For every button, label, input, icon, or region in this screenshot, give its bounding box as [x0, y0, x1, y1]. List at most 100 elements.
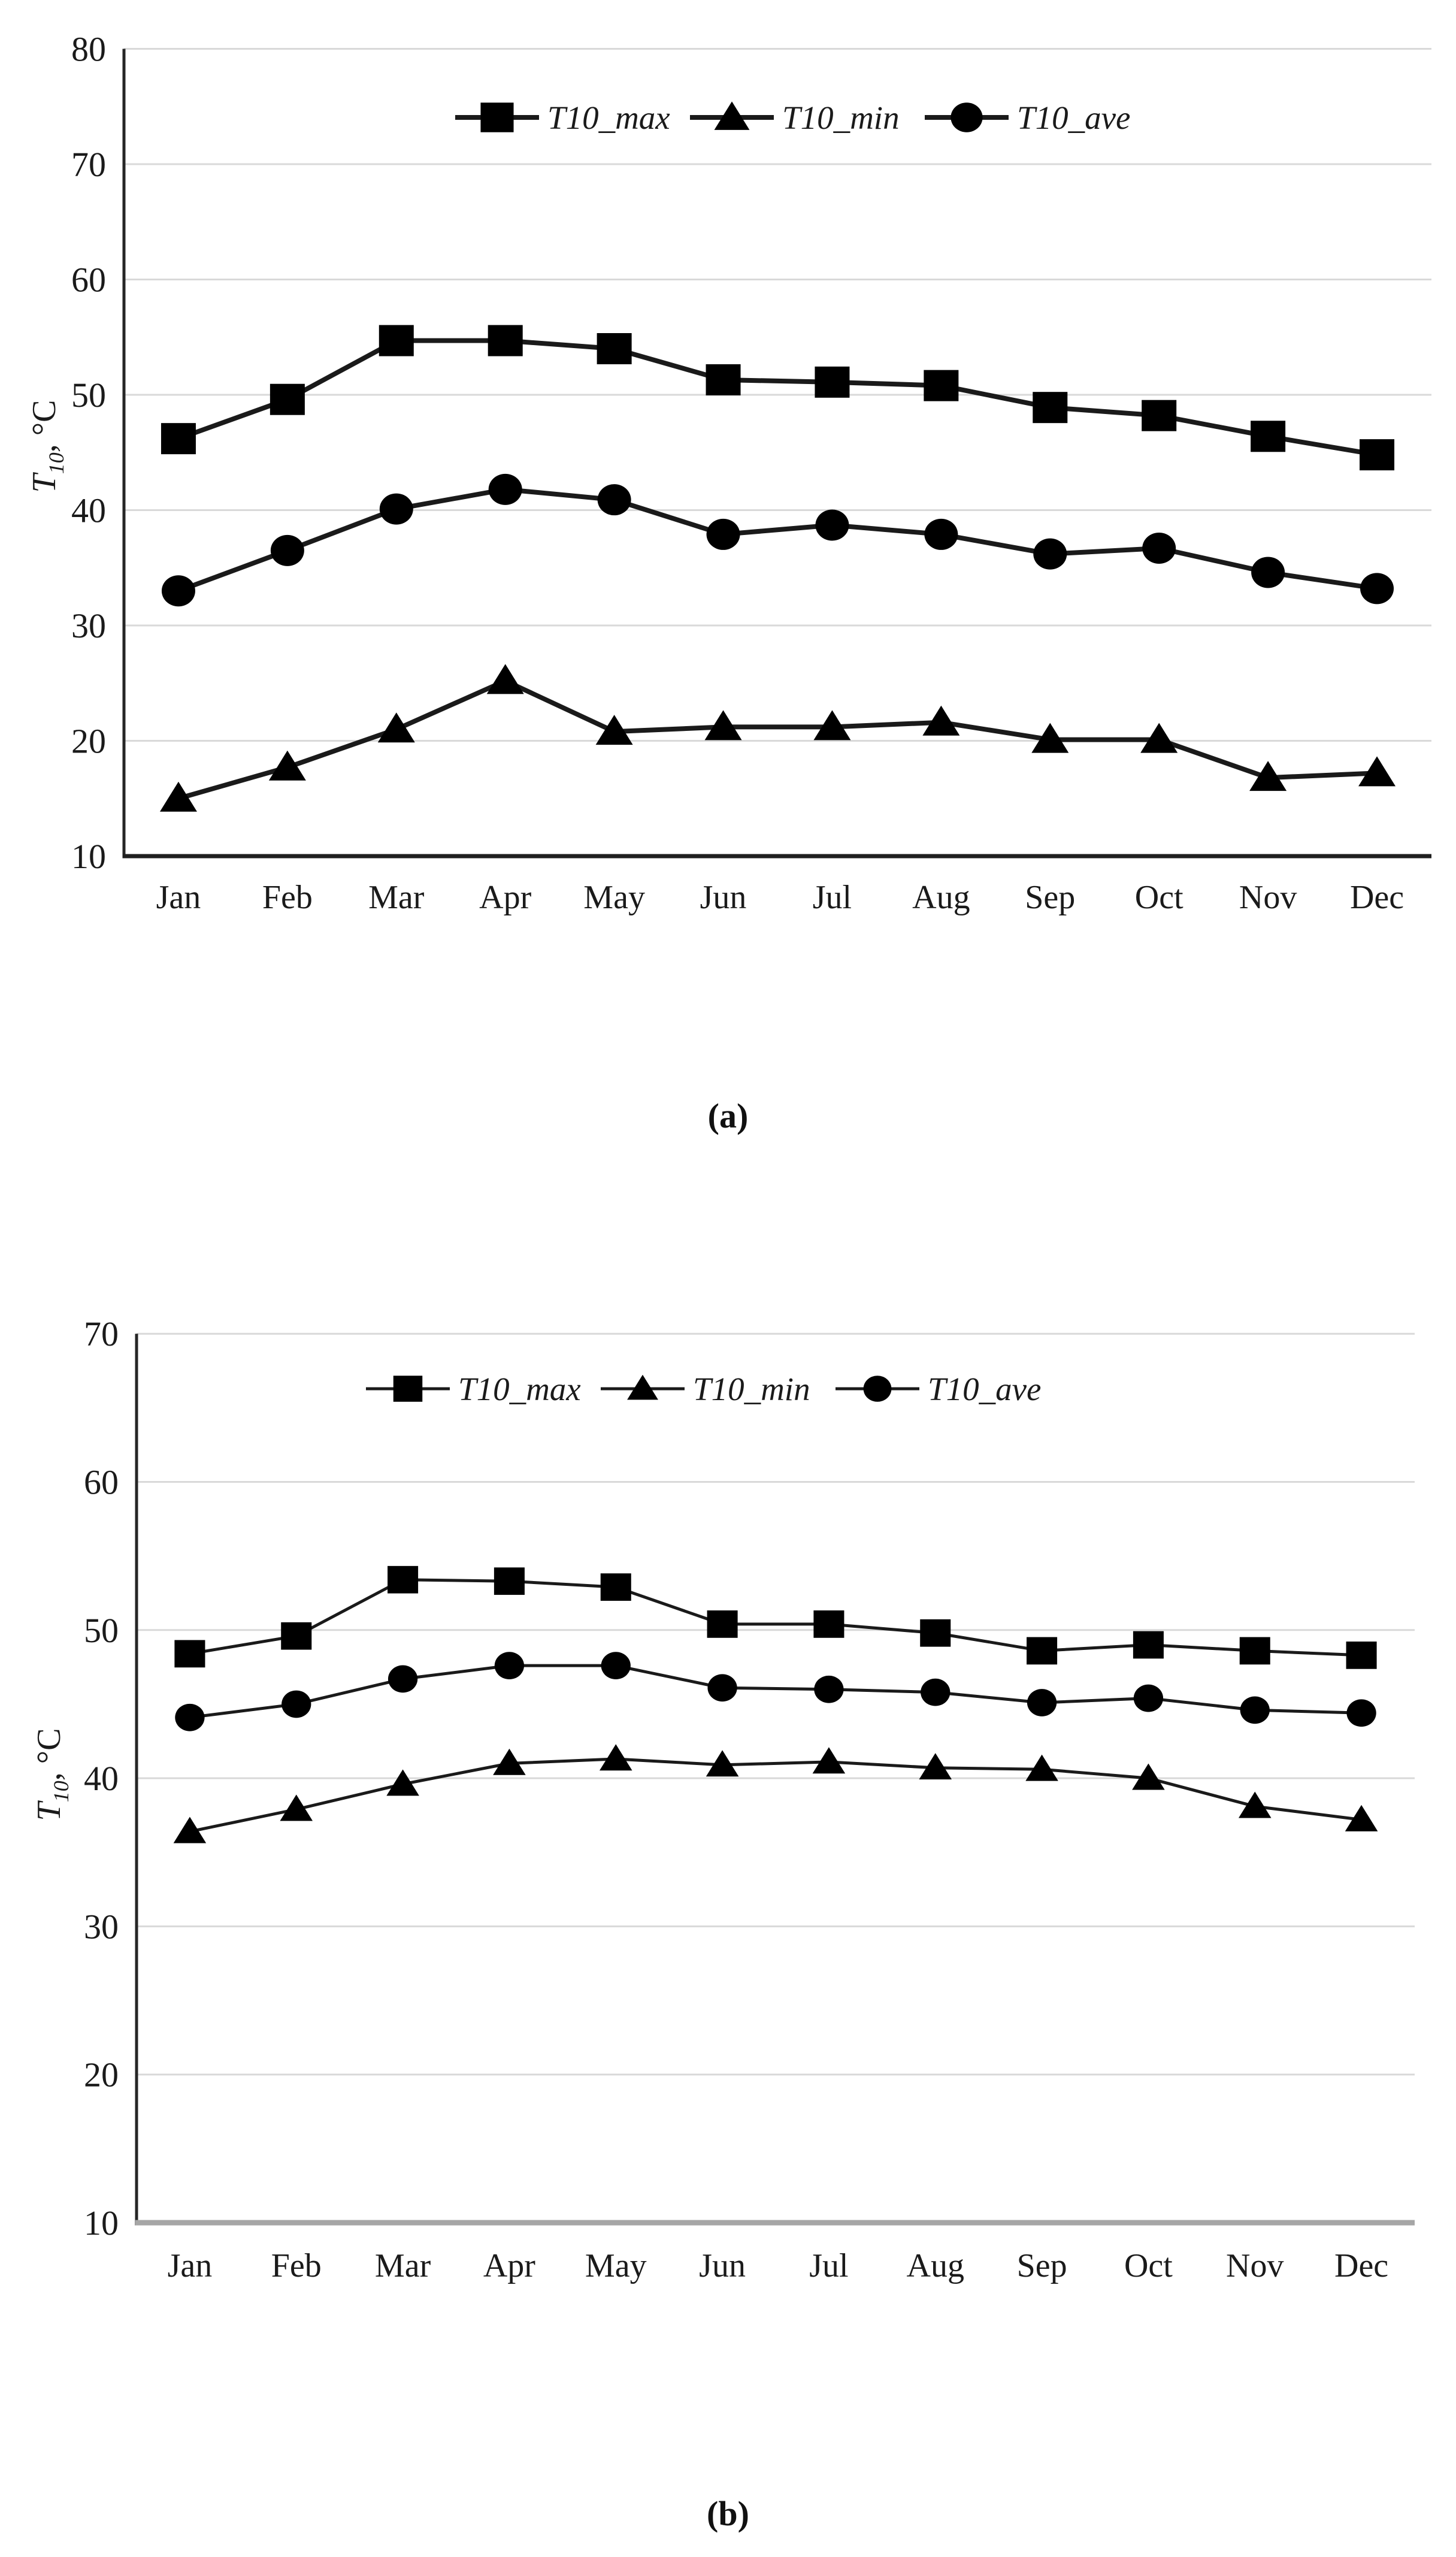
triangle-marker-T10_min-jun	[706, 1750, 739, 1777]
x-tick-label-feb: Feb	[262, 879, 313, 916]
triangle-marker-T10_min-sep	[1031, 723, 1069, 753]
triangle-marker-T10_min-feb	[268, 750, 306, 781]
x-tick-label-dec: Dec	[1350, 879, 1404, 916]
x-tick-label-jan: Jan	[156, 879, 201, 916]
series-line-T10_max	[189, 1578, 1362, 1657]
series-T10_min	[159, 664, 1396, 812]
square-marker-T10_max-feb	[281, 1622, 312, 1650]
triangle-marker-T10_min-jan	[159, 781, 197, 812]
triangle-marker-T10_min-dec	[1345, 1805, 1378, 1831]
triangle-marker-T10_min-nov	[1238, 1791, 1272, 1818]
legend-label-T10_max: T10_max	[458, 1371, 581, 1407]
y-tick-label-30: 30	[71, 606, 106, 645]
chart-b-monthly-temperature-line-chart: 10 20 30 40 50 60 70 Jan Feb Mar Apr May Jun Jul Aug Se…	[31, 1314, 1415, 2284]
circle-marker-T10_ave-may	[601, 1652, 631, 1680]
square-marker-T10_max-aug	[920, 1619, 951, 1647]
triangle-marker-T10_min-mar	[386, 1769, 419, 1796]
y-tick-label-10: 10	[71, 837, 106, 876]
y-tick-label-40: 40	[71, 491, 106, 530]
square-marker-T10_max-aug	[924, 370, 959, 401]
legend-square-icon	[480, 102, 514, 132]
x-tick-label-oct: Oct	[1124, 2247, 1173, 2284]
x-tick-label-aug: Aug	[912, 879, 970, 916]
triangle-marker-T10_min-jan	[173, 1817, 207, 1843]
square-marker-T10_max-jan	[161, 423, 196, 455]
legend-item-T10_min: T10_min	[690, 99, 900, 136]
legend-triangle-icon	[714, 101, 750, 130]
legend-circle-icon	[951, 102, 983, 132]
circle-marker-T10_ave-jun	[706, 518, 740, 550]
legend-item-T10_ave: T10_ave	[836, 1371, 1041, 1407]
circle-marker-T10_ave-aug	[921, 1678, 951, 1706]
square-marker-T10_max-nov	[1239, 1637, 1270, 1665]
circle-marker-T10_ave-sep	[1027, 1689, 1057, 1716]
x-tick-label-nov: Nov	[1226, 2247, 1284, 2284]
square-marker-T10_max-mar	[388, 1565, 419, 1594]
circle-marker-T10_ave-dec	[1360, 573, 1394, 605]
x-tick-label-jun: Jun	[699, 2247, 746, 2284]
x-tick-label-feb: Feb	[271, 2247, 322, 2284]
x-tick-label-nov: Nov	[1239, 879, 1297, 916]
legend: T10_max T10_min T10_ave	[366, 1371, 1041, 1407]
circle-marker-T10_ave-jul	[814, 1675, 844, 1703]
legend-item-T10_max: T10_max	[366, 1371, 581, 1407]
x-tick-label-jul: Jul	[809, 2247, 848, 2284]
x-tick-label-aug: Aug	[907, 2247, 964, 2284]
y-tick-label-40: 40	[84, 1759, 119, 1798]
legend-label-T10_ave: T10_ave	[1017, 99, 1130, 136]
circle-marker-T10_ave-feb	[270, 534, 304, 566]
square-marker-T10_max-feb	[270, 383, 305, 415]
legend-label-T10_min: T10_min	[782, 99, 900, 136]
legend-square-icon	[393, 1376, 423, 1402]
x-tick-label-oct: Oct	[1135, 879, 1183, 916]
y-tick-label-50: 50	[71, 376, 106, 415]
square-marker-T10_max-mar	[379, 325, 414, 356]
square-marker-T10_max-jul	[813, 1610, 844, 1638]
x-tick-label-sep: Sep	[1025, 879, 1075, 916]
x-tick-label-jan: Jan	[168, 2247, 213, 2284]
circle-marker-T10_ave-jan	[175, 1703, 205, 1731]
circle-marker-T10_ave-mar	[379, 493, 413, 525]
square-marker-T10_max-jan	[174, 1640, 205, 1668]
series-line-T10_min	[177, 678, 1378, 801]
y-tick-labels: 10 20 30 40 50 60 70 80	[71, 30, 106, 876]
y-tick-label-20: 20	[84, 2056, 119, 2094]
square-marker-T10_max-apr	[494, 1567, 525, 1595]
y-tick-label-70: 70	[84, 1314, 119, 1353]
y-axis-title: T10, °C	[26, 400, 68, 493]
series-T10_min	[173, 1744, 1378, 1843]
x-tick-label-sep: Sep	[1017, 2247, 1067, 2284]
triangle-marker-T10_min-aug	[919, 1753, 952, 1780]
circle-marker-T10_ave-jul	[815, 509, 849, 541]
series-T10_ave	[175, 1652, 1376, 1731]
circle-marker-T10_ave-oct	[1133, 1684, 1164, 1712]
triangle-marker-T10_min-aug	[922, 705, 960, 736]
square-marker-T10_max-oct	[1142, 400, 1177, 431]
caption-b-text: (b)	[707, 2494, 749, 2533]
y-axis-title: T10, °C	[31, 1728, 73, 1821]
triangle-marker-T10_min-jul	[813, 710, 851, 740]
circle-marker-T10_ave-apr	[494, 1652, 525, 1680]
triangle-marker-T10_min-may	[599, 1744, 632, 1771]
y-tick-label-50: 50	[84, 1611, 119, 1650]
series-line-T10_min	[189, 1757, 1362, 1833]
circle-marker-T10_ave-feb	[281, 1690, 311, 1718]
square-marker-T10_max-oct	[1133, 1631, 1164, 1659]
square-marker-T10_max-may	[597, 333, 632, 364]
x-tick-label-jun: Jun	[700, 879, 747, 916]
x-tick-label-dec: Dec	[1334, 2247, 1388, 2284]
legend-label-T10_max: T10_max	[547, 99, 670, 136]
triangle-marker-T10_min-apr	[486, 664, 524, 694]
x-tick-labels: Jan Feb Mar Apr May Jun Jul Aug Sep Oct Nov Dec	[156, 879, 1404, 916]
y-tick-label-70: 70	[71, 145, 106, 184]
circle-marker-T10_ave-oct	[1142, 533, 1176, 564]
series-line-T10_ave	[189, 1664, 1362, 1719]
square-marker-T10_max-sep	[1027, 1637, 1058, 1665]
y-tick-label-80: 80	[71, 30, 106, 69]
x-tick-labels: Jan Feb Mar Apr May Jun Jul Aug Sep Oct Nov Dec	[168, 2247, 1389, 2284]
x-tick-label-apr: Apr	[479, 879, 531, 916]
circle-marker-T10_ave-apr	[488, 473, 522, 505]
y-tick-label-10: 10	[84, 2204, 119, 2242]
caption-b: (b)	[0, 2492, 1456, 2535]
triangle-marker-T10_min-mar	[377, 712, 415, 743]
